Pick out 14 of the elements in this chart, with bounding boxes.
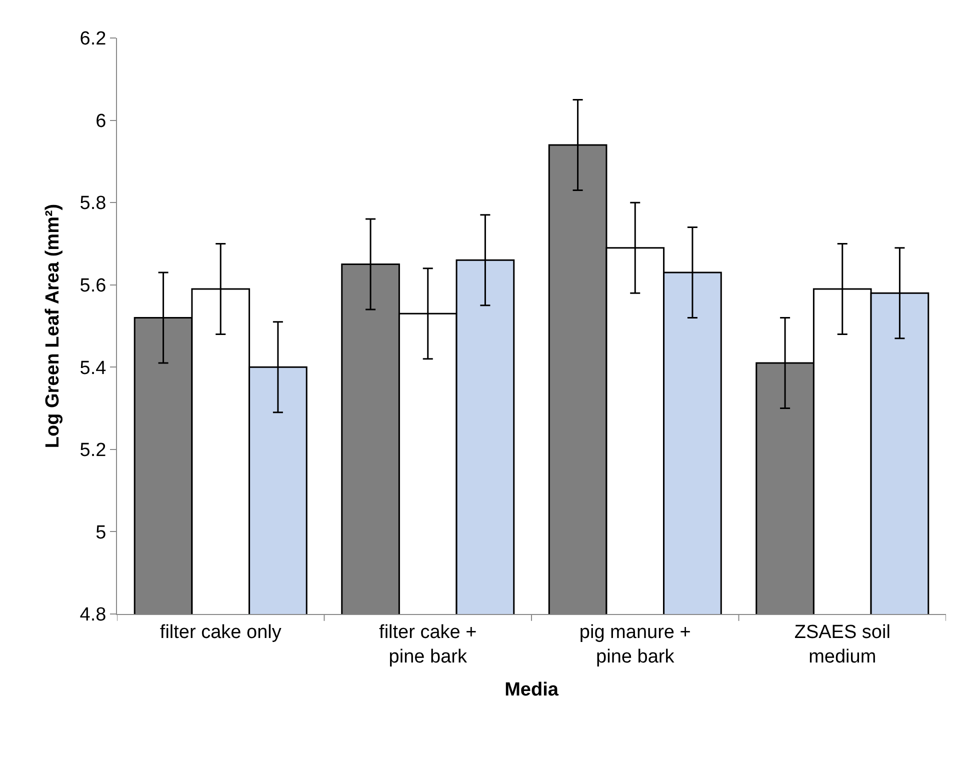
x-axis-title: Media xyxy=(504,679,559,700)
x-tick-label: pig manure + pine bark xyxy=(579,622,691,668)
y-tick-label: 6 xyxy=(96,110,106,132)
x-tick-label: filter cake only xyxy=(160,622,282,643)
y-tick-label: 4.8 xyxy=(80,604,106,626)
y-tick-label: 6.2 xyxy=(80,28,106,50)
x-tick-label: filter cake + pine bark xyxy=(379,622,477,668)
y-axis-title: Log Green Leaf Area (mm²) xyxy=(42,204,64,448)
y-tick-label: 5.2 xyxy=(80,440,106,462)
y-tick-label: 5 xyxy=(96,522,106,544)
y-tick-label: 5.4 xyxy=(80,358,107,379)
y-tick-label: 5.6 xyxy=(80,276,106,297)
x-tick-label: ZSAES soil medium xyxy=(794,622,890,668)
y-tick-label: 5.8 xyxy=(80,193,106,214)
